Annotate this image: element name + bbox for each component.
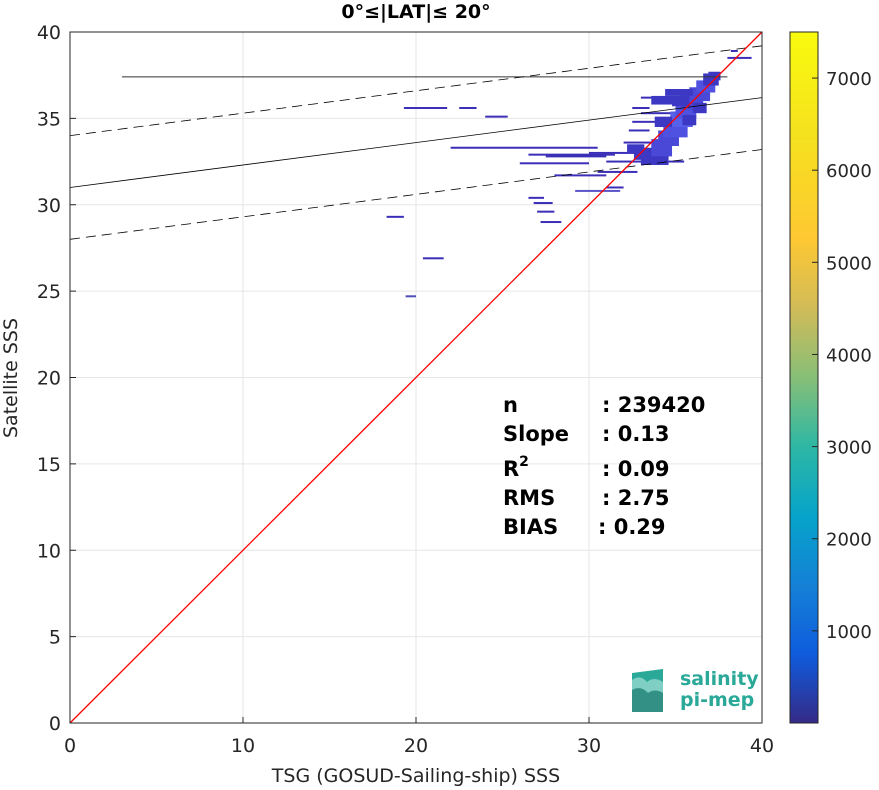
stat-label: BIAS <box>503 515 558 539</box>
data-segment <box>606 186 624 189</box>
data-segment <box>422 257 444 260</box>
data-cell <box>627 144 645 153</box>
x-axis-label: TSG (GOSUD-Sailing-ship) SSS <box>271 765 560 787</box>
data-segment <box>537 210 555 213</box>
x-tick-label: 40 <box>750 735 774 757</box>
data-segment <box>528 153 615 156</box>
data-segment <box>632 107 650 110</box>
stat-value: : 239420 <box>602 393 705 417</box>
data-cell <box>708 71 721 81</box>
colorbar-tick-label: 7000 <box>826 69 872 90</box>
data-cell <box>692 102 707 114</box>
data-cell <box>672 95 690 107</box>
colorbar-tick-label: 6000 <box>826 161 872 182</box>
data-segment <box>727 56 752 59</box>
y-tick-label: 30 <box>37 195 61 217</box>
x-tick-label: 10 <box>231 735 255 757</box>
data-segment <box>533 202 553 205</box>
colorbar-tick-label: 5000 <box>826 253 872 274</box>
colorbar-ticks: 1000 2000 3000 4000 5000 6000 7000 <box>812 69 872 643</box>
stat-value: : 2.75 <box>602 486 670 510</box>
data-cell <box>665 89 693 96</box>
stat-superscript: 2 <box>519 454 529 470</box>
colorbar-tick-label: 2000 <box>826 530 872 551</box>
y-tick-label: 0 <box>49 713 61 735</box>
colorbar <box>789 31 819 724</box>
svg-text:pi-mep: pi-mep <box>680 689 754 711</box>
data-segment <box>405 295 416 298</box>
data-segment <box>640 112 676 115</box>
x-ticks: 0 10 20 30 40 <box>64 717 774 757</box>
y-tick-label: 25 <box>37 281 61 303</box>
x-tick-label: 30 <box>577 735 601 757</box>
data-cells <box>386 50 752 298</box>
data-segment <box>540 221 562 224</box>
upper-band-line <box>69 45 763 137</box>
colorbar-tick-label: 3000 <box>826 438 872 459</box>
y-tick-label: 15 <box>37 454 61 476</box>
data-segment <box>519 162 589 165</box>
data-segment <box>597 170 638 173</box>
stat-value: : 0.29 <box>598 515 666 539</box>
data-segment <box>459 107 477 110</box>
data-segment <box>386 215 404 218</box>
y-tick-label: 5 <box>49 627 61 649</box>
x-tick-label: 20 <box>404 735 428 757</box>
y-tick-label: 20 <box>37 368 61 390</box>
lower-band-line <box>69 149 763 240</box>
regression-line <box>69 97 763 188</box>
data-segment <box>628 129 650 132</box>
stat-value: : 0.09 <box>602 457 670 481</box>
data-cell <box>651 95 674 105</box>
data-segment <box>554 174 607 177</box>
y-ticks: 0 5 10 15 20 25 30 35 40 <box>37 22 76 735</box>
stat-label: RMS <box>503 486 555 510</box>
data-cell <box>682 114 697 126</box>
data-segment <box>545 155 607 158</box>
svg-text:salinity: salinity <box>680 668 759 690</box>
data-segment <box>450 146 598 149</box>
chart-title: 0°≤|LAT|≤ 20° <box>341 1 490 23</box>
stat-label: R2 <box>503 454 529 481</box>
data-cell <box>654 116 673 128</box>
data-segment <box>589 151 659 154</box>
stat-label: n <box>503 393 518 417</box>
colorbar-tick-label: 1000 <box>826 622 872 643</box>
stats-box: n : 239420 Slope : 0.13 R2 : 0.09 RMS : 2.75 BIA… <box>503 393 705 539</box>
data-segment <box>528 196 545 199</box>
x-tick-label: 0 <box>64 735 76 757</box>
y-tick-label: 40 <box>37 22 61 44</box>
y-tick-label: 35 <box>37 108 61 130</box>
colorbar-tick-label: 4000 <box>826 345 872 366</box>
data-segment <box>623 141 676 144</box>
stat-value: : 0.13 <box>602 422 670 446</box>
fit-lines <box>69 31 763 724</box>
y-tick-label: 10 <box>37 540 61 562</box>
stat-label: Slope <box>503 422 569 446</box>
data-segment <box>403 107 448 110</box>
identity-line <box>69 31 763 724</box>
data-segment <box>632 120 659 123</box>
salinity-pi-mep-logo: salinity pi-mep <box>632 668 759 712</box>
data-segment <box>575 189 621 192</box>
y-axis-label: Satellite SSS <box>0 318 22 438</box>
data-segment <box>730 50 738 53</box>
data-segment <box>485 115 508 118</box>
